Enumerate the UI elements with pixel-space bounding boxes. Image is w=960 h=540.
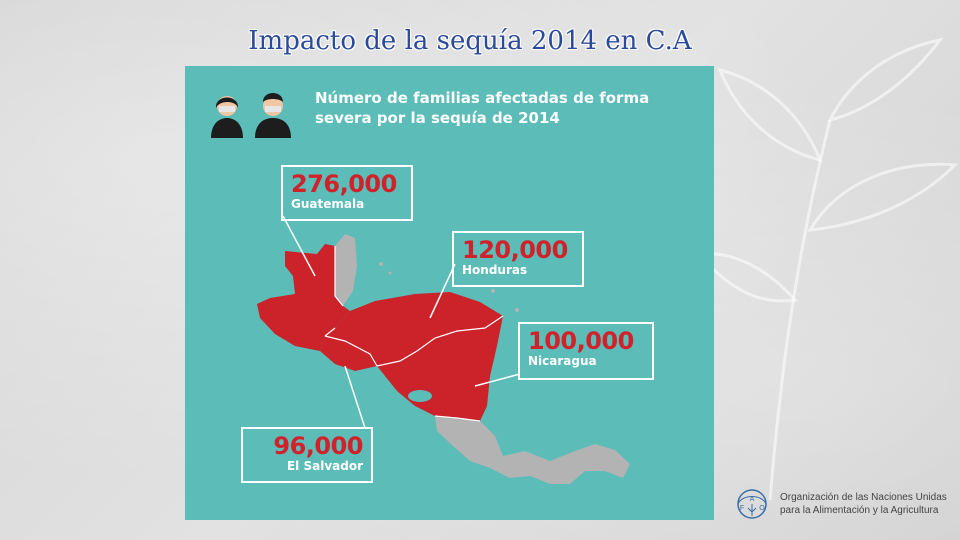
connector-guatemala <box>282 215 316 277</box>
callout-nicaragua: 100,000 Nicaragua <box>518 322 654 380</box>
costa-rica-region <box>435 416 503 468</box>
connector-honduras <box>429 263 456 319</box>
belize-region <box>335 234 357 306</box>
heading-line-1: Número de familias afectadas de forma <box>315 89 650 107</box>
callout-guatemala: 276,000 Guatemala <box>281 165 413 221</box>
lake-nicaragua <box>408 390 432 402</box>
honduras-region <box>325 292 503 366</box>
slide-title: Impacto de la sequía 2014 en C.A <box>248 26 692 56</box>
svg-text:A: A <box>750 496 755 503</box>
infographic-heading: Número de familias afectadas de forma se… <box>315 88 695 128</box>
connector-nicaragua <box>474 373 521 387</box>
callout-honduras: 120,000 Honduras <box>452 231 584 287</box>
fao-line-1: Organización de las Naciones Unidas <box>780 492 947 503</box>
el-salvador-region <box>320 336 377 371</box>
central-america-map <box>257 215 630 484</box>
svg-text:O: O <box>759 505 765 512</box>
fao-organization-name: Organización de las Naciones Unidas para… <box>780 491 955 517</box>
guatemala-region <box>257 244 350 351</box>
fao-logo: A F O <box>737 489 767 519</box>
svg-text:F: F <box>740 505 744 512</box>
fao-line-2: para la Alimentación y la Agricultura <box>780 505 939 516</box>
callout-country: Nicaragua <box>528 354 597 368</box>
callout-value: 120,000 <box>462 236 568 264</box>
callout-country: El Salvador <box>286 459 363 473</box>
callout-value: 96,000 <box>273 432 363 460</box>
heading-line-2: severa por la sequía de 2014 <box>315 109 560 127</box>
woman-icon <box>211 96 243 138</box>
panama-region <box>490 444 630 484</box>
drought-infographic: Número de familias afectadas de forma se… <box>185 66 714 520</box>
man-icon <box>255 93 291 138</box>
callout-country: Honduras <box>462 263 528 277</box>
callout-country: Guatemala <box>291 197 365 211</box>
callout-value: 276,000 <box>291 170 397 198</box>
leaf-decoration <box>700 37 959 500</box>
callout-el-salvador: 96,000 El Salvador <box>241 427 373 483</box>
people-icons <box>211 93 291 138</box>
connector-el-salvador <box>344 365 366 429</box>
fao-footer: A F O Organización de las Naciones Unida… <box>730 488 955 524</box>
callout-value: 100,000 <box>528 327 634 355</box>
